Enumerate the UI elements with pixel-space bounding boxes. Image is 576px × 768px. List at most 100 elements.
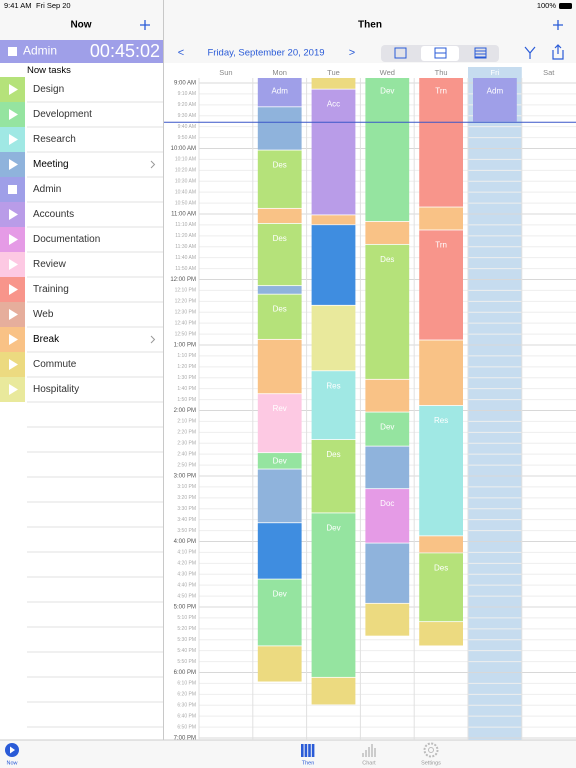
task-name[interactable]: Web xyxy=(33,309,54,320)
time-block[interactable] xyxy=(257,453,302,469)
task-name[interactable]: Training xyxy=(33,284,69,295)
tab-icon xyxy=(371,744,373,757)
time-block[interactable] xyxy=(311,513,356,677)
tab-icon xyxy=(423,742,439,758)
task-name[interactable]: Break xyxy=(33,334,60,345)
time-label: 6:20 PM xyxy=(177,692,196,698)
time-label: 3:20 PM xyxy=(177,495,196,501)
time-label: 9:10 AM xyxy=(178,91,196,97)
filter-button[interactable] xyxy=(524,46,536,59)
chevron xyxy=(150,160,156,169)
status-date: Fri Sep 20 xyxy=(36,1,71,10)
tab-label[interactable]: Then xyxy=(302,760,315,766)
block-label: Dev xyxy=(380,423,394,432)
time-block[interactable] xyxy=(419,405,463,536)
task-name[interactable]: Documentation xyxy=(33,234,100,245)
add-button[interactable] xyxy=(553,20,563,30)
time-block[interactable] xyxy=(257,223,302,286)
task-name[interactable]: Admin xyxy=(33,184,61,195)
time-label: 4:50 PM xyxy=(177,593,196,599)
time-block[interactable] xyxy=(257,646,302,682)
time-label: 10:10 AM xyxy=(175,157,196,163)
time-block[interactable] xyxy=(311,371,356,440)
tab-label[interactable]: Now xyxy=(6,760,17,766)
time-label: 6:00 PM xyxy=(174,670,196,676)
time-block[interactable] xyxy=(311,305,356,371)
time-block[interactable] xyxy=(257,107,302,150)
time-block[interactable] xyxy=(257,286,302,294)
time-label: 5:40 PM xyxy=(177,648,196,654)
time-block[interactable] xyxy=(365,221,410,244)
time-block[interactable] xyxy=(311,677,356,705)
time-block[interactable] xyxy=(257,339,302,394)
time-label: 1:30 PM xyxy=(177,375,196,381)
time-block[interactable] xyxy=(365,446,410,489)
stop-icon xyxy=(8,185,17,194)
time-block[interactable] xyxy=(257,150,302,208)
time-block[interactable] xyxy=(419,553,463,622)
add-button[interactable] xyxy=(140,20,150,30)
task-list: Admin 00:45:02 Now tasks Design Development R… xyxy=(0,40,163,728)
task-name[interactable]: Meeting xyxy=(33,159,69,170)
time-label: 11:00 AM xyxy=(171,212,196,218)
time-block[interactable] xyxy=(365,543,410,603)
stop-icon xyxy=(8,47,17,56)
then-title: Then xyxy=(358,20,382,31)
task-name[interactable]: Hospitality xyxy=(33,384,79,395)
time-block[interactable] xyxy=(257,208,302,224)
time-block[interactable] xyxy=(257,76,302,107)
time-label: 4:30 PM xyxy=(177,572,196,578)
time-block[interactable] xyxy=(419,207,463,230)
time-block[interactable] xyxy=(311,89,356,215)
prev-day[interactable]: < xyxy=(178,47,184,59)
task-name[interactable]: Commute xyxy=(33,359,77,370)
time-block[interactable] xyxy=(257,469,302,523)
time-block[interactable] xyxy=(257,394,302,453)
task-name[interactable]: Research xyxy=(33,134,76,145)
current-task[interactable] xyxy=(0,40,163,63)
time-label: 1:40 PM xyxy=(177,386,196,392)
block-label: Dev xyxy=(380,87,394,96)
time-block[interactable] xyxy=(311,76,356,89)
time-label: 10:50 AM xyxy=(175,200,196,206)
time-label: 10:40 AM xyxy=(175,189,196,195)
time-block[interactable] xyxy=(473,76,517,122)
time-block[interactable] xyxy=(257,579,302,646)
time-block[interactable] xyxy=(311,215,356,225)
time-label: 9:30 AM xyxy=(178,113,196,119)
tab-label[interactable]: Chart xyxy=(362,760,376,766)
now-title: Now xyxy=(70,20,91,31)
task-name[interactable]: Development xyxy=(33,109,92,120)
time-label: 7:00 PM xyxy=(174,736,196,742)
time-block[interactable] xyxy=(419,622,463,646)
time-block[interactable] xyxy=(311,225,356,305)
time-label: 11:10 AM xyxy=(175,222,196,228)
play-icon xyxy=(9,309,18,320)
tab-label[interactable]: Settings xyxy=(421,760,441,766)
tabs: Now Then Chart Settings xyxy=(5,742,441,766)
time-block[interactable] xyxy=(365,76,410,222)
time-block[interactable] xyxy=(419,340,463,406)
time-block[interactable] xyxy=(419,536,463,553)
time-block[interactable] xyxy=(365,603,410,636)
date[interactable]: Friday, September 20, 2019 xyxy=(207,48,324,59)
task-name[interactable]: Design xyxy=(33,84,64,95)
time-block[interactable] xyxy=(365,379,410,412)
time-block[interactable] xyxy=(365,244,410,379)
task-name[interactable]: Accounts xyxy=(33,209,74,220)
time-block[interactable] xyxy=(257,294,302,339)
time-block[interactable] xyxy=(365,412,410,446)
time-block[interactable] xyxy=(365,489,410,543)
view-switch[interactable] xyxy=(381,45,499,62)
time-block[interactable] xyxy=(419,76,463,207)
day-label: Wed xyxy=(380,68,395,77)
time-label: 9:00 AM xyxy=(174,81,196,87)
task-name[interactable]: Review xyxy=(33,259,67,270)
time-block[interactable] xyxy=(257,523,302,579)
share-button[interactable] xyxy=(552,44,564,60)
time-block[interactable] xyxy=(419,230,463,340)
time-label: 2:20 PM xyxy=(177,430,196,436)
time-block[interactable] xyxy=(311,439,356,513)
battery-icon xyxy=(559,3,572,9)
next-day[interactable]: > xyxy=(349,47,355,59)
